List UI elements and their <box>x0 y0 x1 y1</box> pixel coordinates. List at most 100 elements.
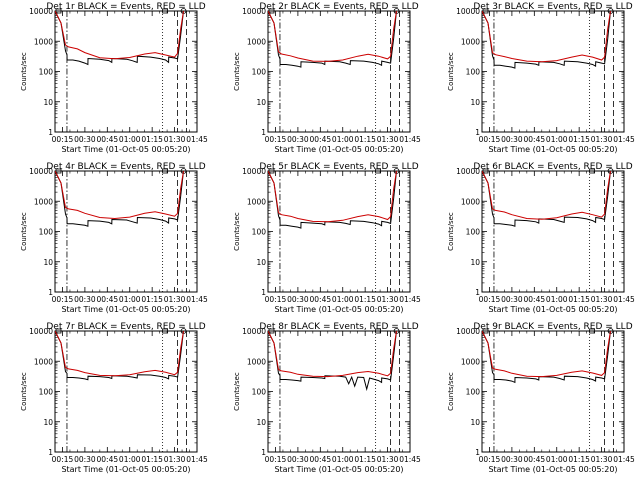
square-marker <box>162 168 169 174</box>
panel-det-6: Det 6r BLACK = Events, RED = LLD 1 10 100 10… <box>447 162 635 314</box>
chart-title: Det 4r BLACK = Events, RED = LLD <box>46 162 205 172</box>
y-tick-label: 1000 <box>247 357 266 366</box>
x-tick-label: 01:15 <box>141 135 163 144</box>
x-axis-label: Start Time (01-Oct-05 00:05:20) <box>488 145 617 154</box>
y-tick-label: 10 <box>470 418 480 427</box>
y-axis-label: Counts/sec <box>20 212 28 251</box>
square-marker <box>375 8 382 14</box>
y-tick-label: 1 <box>48 448 53 457</box>
x-axis-label: Start Time (01-Oct-05 00:05:20) <box>61 305 190 314</box>
x-tick-label: 01:45 <box>186 455 208 464</box>
y-tick-label: 1000 <box>461 357 480 366</box>
y-tick-label: 100 <box>466 388 481 397</box>
events-series-line <box>482 171 611 227</box>
y-tick-label: 1000 <box>247 197 266 206</box>
y-tick-label: 1 <box>261 448 266 457</box>
y-tick-label: 100 <box>466 228 481 237</box>
square-marker <box>589 328 596 334</box>
y-tick-label: 1000 <box>461 37 480 46</box>
chart-title: Det 5r BLACK = Events, RED = LLD <box>259 162 418 172</box>
x-tick-label: 01:15 <box>141 295 163 304</box>
y-tick-label: 1 <box>475 288 480 297</box>
x-tick-label: 01:45 <box>613 295 635 304</box>
y-tick-label: 1000 <box>34 357 53 366</box>
x-axis-label: Start Time (01-Oct-05 00:05:20) <box>274 305 403 314</box>
x-tick-label: 01:45 <box>613 455 635 464</box>
x-tick-label: 00:30 <box>287 455 309 464</box>
y-tick-label: 10000 <box>242 327 266 336</box>
events-series-line <box>482 11 611 69</box>
x-tick-label: 01:15 <box>141 455 163 464</box>
square-marker <box>482 328 489 334</box>
y-tick-label: 10000 <box>456 327 480 336</box>
square-marker <box>268 8 275 14</box>
panel-det-7: Det 7r BLACK = Events, RED = LLD 1 10 100 10… <box>20 322 208 474</box>
y-tick-label: 10000 <box>29 7 53 16</box>
x-tick-label: 01:30 <box>164 455 186 464</box>
x-tick-label: 00:15 <box>265 135 287 144</box>
square-marker <box>482 168 489 174</box>
lld-series-line <box>268 331 397 378</box>
square-marker <box>589 8 596 14</box>
x-axis-label: Start Time (01-Oct-05 00:05:20) <box>488 465 617 474</box>
x-tick-label: 01:00 <box>119 455 141 464</box>
y-tick-label: 1 <box>475 128 480 137</box>
x-tick-label: 01:45 <box>399 135 421 144</box>
x-tick-label: 01:00 <box>332 295 354 304</box>
y-tick-label: 10 <box>43 258 53 267</box>
x-tick-label: 00:30 <box>287 135 309 144</box>
events-series-line <box>55 171 184 227</box>
lld-series-line <box>268 11 397 62</box>
x-tick-label: 01:15 <box>568 135 590 144</box>
y-tick-label: 100 <box>466 68 481 77</box>
lld-series-line <box>55 171 184 220</box>
panel-det-9: Det 9r BLACK = Events, RED = LLD 1 10 100 10… <box>447 322 635 474</box>
x-tick-label: 01:45 <box>186 295 208 304</box>
x-tick-label: 01:00 <box>119 295 141 304</box>
panel-det-1: Det 1r BLACK = Events, RED = LLD 1 10 100 10… <box>20 2 208 154</box>
square-marker <box>589 168 596 174</box>
plot-frame <box>481 10 625 133</box>
y-tick-label: 1 <box>48 288 53 297</box>
lld-series-line <box>482 11 611 63</box>
x-tick-label: 00:15 <box>52 295 74 304</box>
y-tick-label: 100 <box>252 228 267 237</box>
plot-frame <box>267 330 411 453</box>
x-tick-label: 00:45 <box>97 455 119 464</box>
plot-frame <box>481 330 625 453</box>
x-tick-label: 01:15 <box>354 295 376 304</box>
y-tick-label: 10000 <box>29 167 53 176</box>
y-tick-label: 1000 <box>461 197 480 206</box>
x-tick-label: 00:30 <box>74 455 96 464</box>
x-tick-label: 00:45 <box>524 135 546 144</box>
y-tick-label: 10 <box>470 98 480 107</box>
x-tick-label: 01:30 <box>591 295 613 304</box>
y-tick-label: 1000 <box>247 37 266 46</box>
x-tick-label: 00:45 <box>310 455 332 464</box>
y-tick-label: 1 <box>261 288 266 297</box>
x-tick-label: 00:30 <box>74 135 96 144</box>
lld-series-line <box>55 331 184 377</box>
lld-series-line <box>55 11 184 60</box>
y-axis-label: Counts/sec <box>233 52 241 91</box>
panel-det-8: Det 8r BLACK = Events, RED = LLD 1 10 100 10… <box>233 322 421 474</box>
events-series-line <box>268 171 397 229</box>
x-tick-label: 01:45 <box>613 135 635 144</box>
plot-frame <box>267 10 411 133</box>
y-axis-label: Counts/sec <box>233 372 241 411</box>
x-tick-label: 00:15 <box>479 295 501 304</box>
square-marker <box>162 328 169 334</box>
x-tick-label: 01:00 <box>332 455 354 464</box>
x-tick-label: 01:00 <box>119 135 141 144</box>
events-series-line <box>268 11 397 68</box>
chart-title: Det 1r BLACK = Events, RED = LLD <box>46 2 205 12</box>
panel-det-2: Det 2r BLACK = Events, RED = LLD 1 10 100 10… <box>233 2 421 154</box>
chart-title: Det 6r BLACK = Events, RED = LLD <box>473 162 632 172</box>
x-tick-label: 01:45 <box>399 455 421 464</box>
x-tick-label: 01:30 <box>377 135 399 144</box>
x-tick-label: 01:15 <box>354 135 376 144</box>
y-tick-label: 10000 <box>29 327 53 336</box>
panel-det-3: Det 3r BLACK = Events, RED = LLD 1 10 100 10… <box>447 2 635 154</box>
x-tick-label: 01:30 <box>377 455 399 464</box>
